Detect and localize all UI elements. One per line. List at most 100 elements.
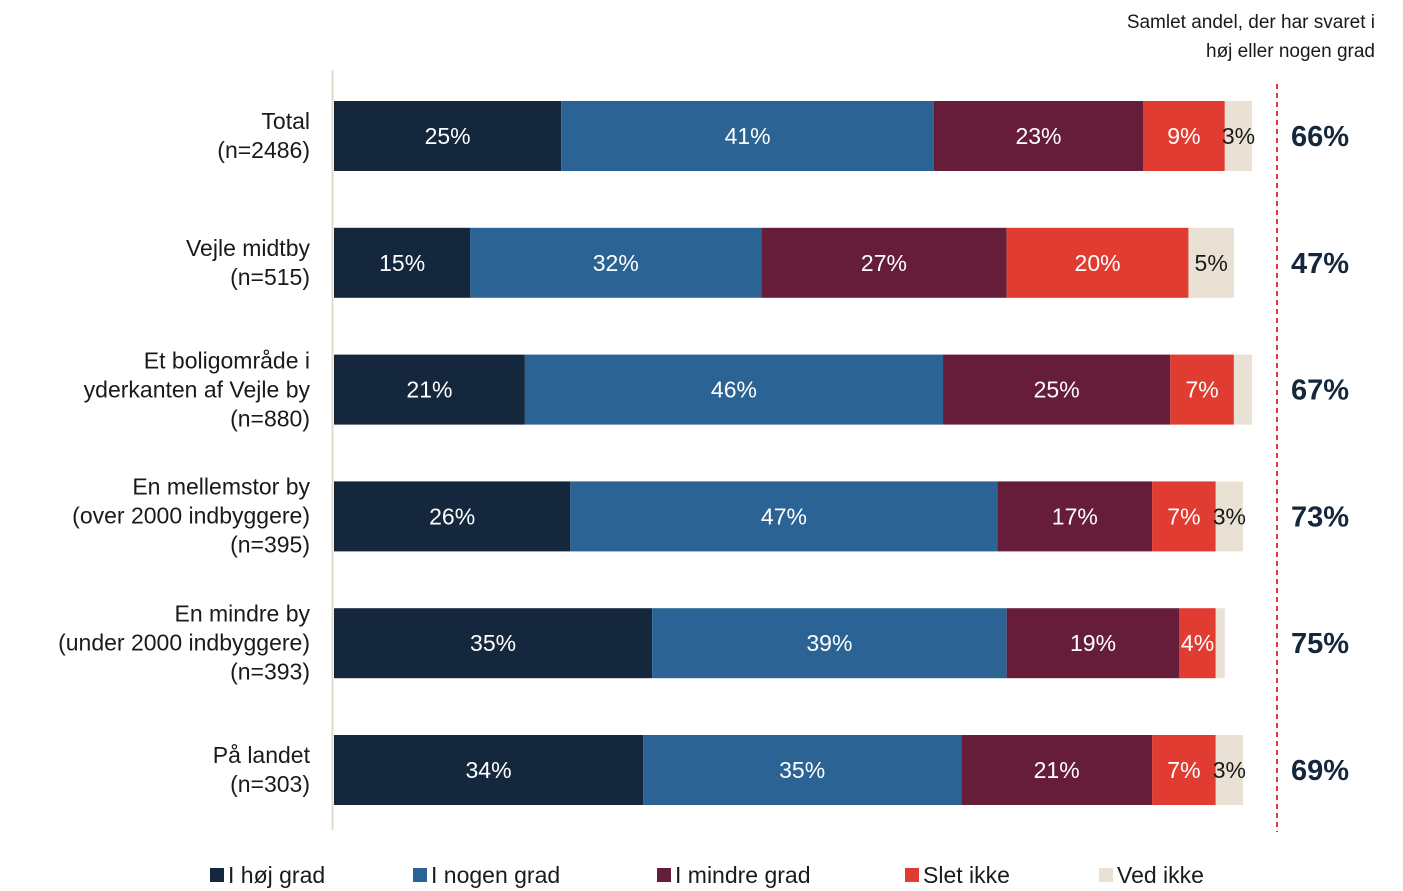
totals-header-line-1: Samlet andel, der har svaret i (1126, 12, 1375, 33)
data-label: 3% (1213, 503, 1246, 529)
bar-segment (961, 735, 1153, 805)
category-label-line: (n=2486) (217, 137, 310, 163)
category-label-line: yderkanten af Vejle by (83, 376, 310, 403)
legend-item: I mindre grad (657, 860, 811, 891)
bar-segment (1215, 735, 1243, 805)
bar-segment (1224, 101, 1253, 171)
data-label: 23% (1015, 123, 1061, 149)
totals-header-line-2: høj eller nogen grad (1206, 41, 1375, 62)
bar-segment (943, 354, 1171, 425)
bar-segment (334, 101, 562, 171)
data-label: 17% (1052, 503, 1098, 529)
data-label: 15% (379, 250, 425, 276)
legend-swatch (657, 868, 671, 882)
category-label-line: (n=393) (230, 658, 310, 685)
bar-segment (1215, 608, 1225, 679)
legend-label: Slet ikke (923, 862, 1010, 888)
total-share-label: 47% (1291, 248, 1349, 280)
data-label: 20% (1075, 250, 1121, 276)
totals-column-header: Samlet andel, der har svaret i høj eller… (955, 8, 1375, 66)
bar-segment (334, 354, 525, 425)
data-label: 9% (1167, 123, 1200, 149)
category-label-line: (over 2000 indbyggere) (72, 502, 310, 529)
data-label: 46% (711, 377, 757, 403)
chart-legend: I høj grad I nogen grad I mindre grad Slet … (0, 860, 1403, 891)
bar-segment (1215, 481, 1243, 552)
data-label: 25% (1034, 377, 1080, 403)
category-label: På landet (n=303) (0, 741, 310, 799)
category-label-line: En mindre by (174, 600, 310, 627)
data-label: 21% (406, 377, 452, 403)
legend-item: Slet ikke (905, 860, 1010, 891)
category-label: En mellemstor by (over 2000 indbyggere) (n… (0, 473, 310, 560)
total-share-label: 73% (1291, 501, 1349, 533)
data-label: 7% (1167, 503, 1200, 529)
data-label: 35% (779, 757, 825, 783)
category-label: Total (n=2486) (0, 107, 310, 165)
bar-segment (1152, 735, 1216, 805)
legend-swatch (905, 868, 919, 882)
legend-swatch (1099, 868, 1113, 882)
data-label: 32% (593, 250, 639, 276)
bar-segment (561, 101, 934, 171)
data-label: 26% (429, 503, 475, 529)
legend-swatch (413, 868, 427, 882)
data-label: 47% (761, 503, 807, 529)
data-label: 7% (1185, 377, 1218, 403)
category-label-line: (n=395) (230, 531, 310, 558)
bar-segment (334, 608, 653, 679)
category-label-line: (under 2000 indbyggere) (58, 629, 310, 656)
category-label-line: (n=303) (230, 771, 310, 797)
data-label: 3% (1213, 757, 1246, 783)
bar-segment (761, 227, 1007, 298)
category-label-line: En mellemstor by (132, 473, 310, 500)
data-label: 25% (425, 123, 471, 149)
bar-segment (524, 354, 944, 425)
category-label-line: Et boligområde i (143, 347, 310, 374)
total-share-label: 67% (1291, 375, 1349, 407)
data-label: 7% (1167, 757, 1200, 783)
bar-segment (334, 227, 471, 298)
legend-label: I nogen grad (431, 862, 561, 888)
category-label: En mindre by (under 2000 indbyggere) (n=39… (0, 600, 310, 687)
bar-segment (1233, 354, 1253, 425)
bar-segment (652, 608, 1007, 679)
legend-item: I nogen grad (413, 860, 560, 891)
data-label: 35% (470, 630, 516, 656)
legend-label: Ved ikke (1117, 862, 1204, 888)
data-label: 3% (1222, 123, 1255, 149)
category-label: Vejle midtby (n=515) (0, 234, 310, 292)
data-label: 19% (1070, 630, 1116, 656)
bar-segment (334, 735, 644, 805)
legend-swatch (210, 868, 224, 882)
data-label: 21% (1034, 757, 1080, 783)
category-label-line: Total (261, 108, 310, 134)
category-label: Et boligområde i yderkanten af Vejle by (n… (0, 346, 310, 433)
total-share-label: 69% (1291, 755, 1349, 787)
bar-segment (570, 481, 998, 552)
category-label-line: På landet (212, 742, 310, 768)
data-label: 39% (806, 630, 852, 656)
bar-segment (997, 481, 1153, 552)
bar-segment (1143, 101, 1225, 171)
data-label: 34% (466, 757, 512, 783)
category-label-line: (n=880) (230, 405, 310, 432)
data-label: 27% (861, 250, 907, 276)
bar-segment (470, 227, 762, 298)
bar-segment (933, 101, 1144, 171)
bar-segment (1188, 227, 1234, 298)
legend-label: I høj grad (228, 862, 326, 888)
data-label: 4% (1181, 630, 1214, 656)
bar-segment (1006, 608, 1180, 679)
data-label: 41% (725, 123, 771, 149)
legend-item: I høj grad (210, 860, 325, 891)
total-share-label: 66% (1291, 121, 1349, 153)
bar-segment (1152, 481, 1216, 552)
legend-item: Ved ikke (1099, 860, 1204, 891)
bar-segment (643, 735, 962, 805)
bar-segment (1006, 227, 1189, 298)
bar-segment (334, 481, 571, 552)
data-label: 5% (1195, 250, 1228, 276)
category-label-line: Vejle midtby (185, 234, 310, 261)
bar-segment (1170, 354, 1234, 425)
